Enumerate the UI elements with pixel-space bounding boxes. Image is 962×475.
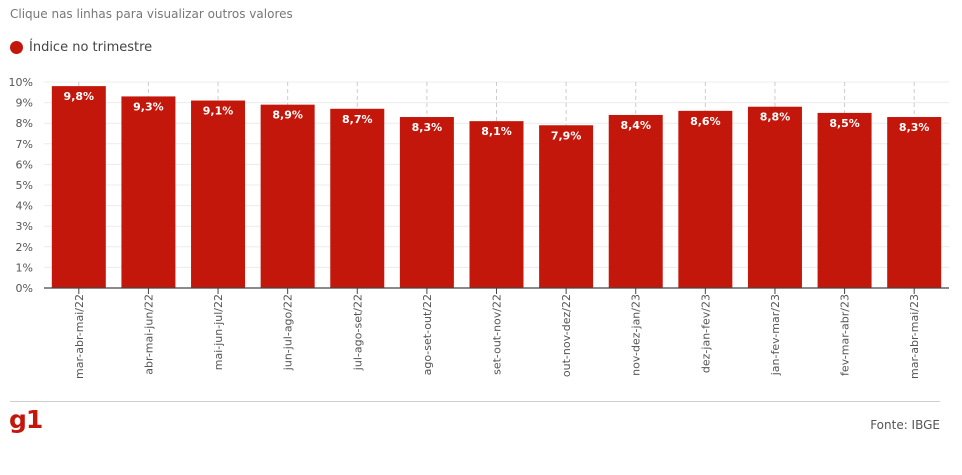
x-tick-label: set-out-nov/22 xyxy=(491,294,504,375)
bar[interactable] xyxy=(817,112,872,289)
bar[interactable] xyxy=(399,117,454,289)
legend-swatch xyxy=(10,41,23,54)
bar-chart: 0% 1% 2% 3% 4% 5% 6% 7% 8% 9% 10% 9,8% 9,3% 9,1% 8,9% 8… xyxy=(9,76,949,379)
legend-item-indice[interactable]: Índice no trimestre xyxy=(10,40,152,55)
y-tick-label: 10% xyxy=(9,76,33,89)
g1-logo: g1 xyxy=(9,405,43,434)
y-tick-label: 7% xyxy=(16,138,33,151)
y-tick-label: 4% xyxy=(16,200,33,213)
bar[interactable] xyxy=(608,114,663,289)
bar-value-label: 8,1% xyxy=(481,125,512,138)
bar-value-label: 8,7% xyxy=(342,113,373,126)
bar-value-label: 8,9% xyxy=(272,109,303,122)
bar[interactable] xyxy=(191,100,246,288)
bar[interactable] xyxy=(469,121,524,288)
bar-value-label: 8,3% xyxy=(899,121,930,134)
bar[interactable] xyxy=(539,125,594,288)
x-tick-label: jan-fev-mar/23 xyxy=(769,294,782,376)
bar-value-label: 8,5% xyxy=(829,117,860,130)
bar-value-label: 7,9% xyxy=(551,129,582,142)
x-tick-label: abr-mai-jun/22 xyxy=(142,294,155,375)
y-tick-label: 8% xyxy=(16,117,33,130)
bar[interactable] xyxy=(330,108,385,288)
x-tick-label: mai-jun-jul/22 xyxy=(212,294,225,370)
x-tick-label: dez-jan-fev/23 xyxy=(699,294,712,373)
bar[interactable] xyxy=(747,106,802,288)
instruction-text: Clique nas linhas para visualizar outros… xyxy=(10,7,293,21)
footer-divider xyxy=(10,401,940,402)
bar-value-label: 8,6% xyxy=(690,115,721,128)
x-tick-label: fev-mar-abr/23 xyxy=(839,294,852,376)
bar-value-label: 9,3% xyxy=(133,100,164,113)
x-tick-label: nov-dez-jan/23 xyxy=(630,294,643,376)
bar[interactable] xyxy=(887,117,942,289)
bar[interactable] xyxy=(678,110,733,288)
y-tick-label: 9% xyxy=(16,97,33,110)
bar-value-label: 9,1% xyxy=(203,105,234,118)
y-tick-label: 5% xyxy=(16,179,33,192)
bar-value-label: 8,4% xyxy=(620,119,651,132)
legend-label: Índice no trimestre xyxy=(29,40,153,55)
source-text: Fonte: IBGE xyxy=(870,418,940,432)
x-tick-label: jul-ago-set/22 xyxy=(351,294,364,371)
bar-value-label: 9,8% xyxy=(64,90,95,103)
y-tick-label: 0% xyxy=(16,282,33,295)
y-tick-label: 2% xyxy=(16,241,33,254)
x-tick-label: mar-abr-mai/23 xyxy=(908,294,921,379)
bar[interactable] xyxy=(121,96,176,288)
y-tick-label: 3% xyxy=(16,220,33,233)
bar-value-label: 8,8% xyxy=(760,111,791,124)
y-tick-label: 6% xyxy=(16,158,33,171)
bar[interactable] xyxy=(260,104,315,288)
bar-value-label: 8,3% xyxy=(412,121,443,134)
x-tick-label: out-nov-dez/22 xyxy=(560,294,573,377)
bar[interactable] xyxy=(51,86,106,289)
x-tick-label: jun-jul-ago/22 xyxy=(282,294,295,371)
y-tick-label: 1% xyxy=(16,261,33,274)
x-tick-label: ago-set-out/22 xyxy=(421,294,434,375)
x-tick-label: mar-abr-mai/22 xyxy=(73,294,86,379)
